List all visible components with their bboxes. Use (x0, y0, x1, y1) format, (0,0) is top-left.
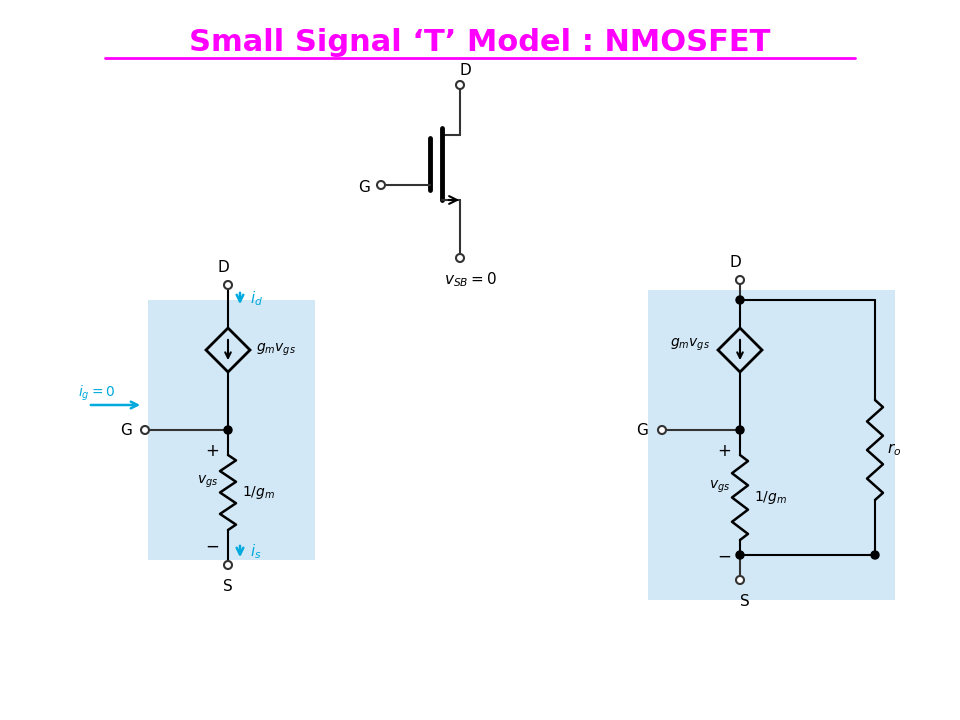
Text: G: G (636, 423, 648, 438)
Circle shape (736, 276, 744, 284)
Text: $i_s$: $i_s$ (250, 543, 261, 562)
Text: $v_{SB} = 0$: $v_{SB} = 0$ (444, 270, 496, 289)
Text: $v_{gs}$: $v_{gs}$ (198, 474, 219, 490)
Text: $g_mv_{gs}$: $g_mv_{gs}$ (256, 342, 296, 358)
Text: +: + (205, 442, 219, 460)
FancyBboxPatch shape (648, 290, 895, 600)
Circle shape (141, 426, 149, 434)
Circle shape (224, 426, 232, 434)
FancyBboxPatch shape (148, 300, 315, 560)
Text: −: − (717, 548, 731, 566)
Text: S: S (740, 594, 750, 609)
Circle shape (871, 551, 879, 559)
Text: $1/g_m$: $1/g_m$ (754, 488, 787, 505)
Text: Small Signal ‘T’ Model : NMOSFET: Small Signal ‘T’ Model : NMOSFET (189, 27, 771, 56)
Text: $1/g_m$: $1/g_m$ (242, 484, 276, 500)
Circle shape (224, 281, 232, 289)
Circle shape (736, 426, 744, 434)
Text: G: G (120, 423, 132, 438)
Text: $v_{gs}$: $v_{gs}$ (709, 479, 731, 495)
Text: D: D (459, 63, 470, 78)
Text: $g_mv_{gs}$: $g_mv_{gs}$ (670, 337, 710, 353)
Circle shape (456, 254, 464, 262)
Circle shape (736, 576, 744, 584)
Text: S: S (223, 579, 233, 594)
Circle shape (224, 561, 232, 569)
Text: D: D (217, 260, 228, 275)
Text: $i_d$: $i_d$ (250, 289, 263, 308)
Text: $i_g = 0$: $i_g = 0$ (78, 384, 115, 403)
Text: $r_o$: $r_o$ (887, 441, 901, 459)
Circle shape (736, 551, 744, 559)
Text: −: − (205, 538, 219, 556)
Circle shape (456, 81, 464, 89)
Circle shape (377, 181, 385, 189)
Text: D: D (730, 255, 741, 270)
Text: +: + (717, 442, 731, 460)
Text: G: G (358, 179, 370, 194)
Circle shape (658, 426, 666, 434)
Circle shape (736, 296, 744, 304)
